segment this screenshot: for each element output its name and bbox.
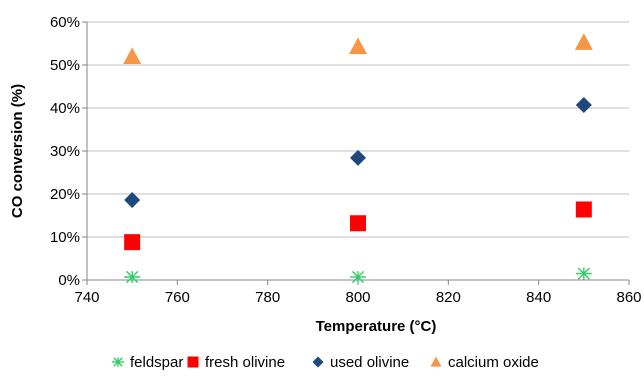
data-point-used-olivine: [350, 149, 366, 166]
data-point-fresh-olivine: [350, 215, 366, 232]
data-point-used-olivine: [124, 192, 141, 209]
x-tick-label: 860: [616, 289, 641, 306]
x-tick-label: 780: [255, 289, 280, 306]
data-point-feldspar: [575, 267, 592, 280]
data-point-fresh-olivine: [575, 201, 592, 218]
y-tick-label: 10%: [50, 229, 80, 246]
y-tick-label: 40%: [50, 100, 80, 117]
data-point-feldspar: [350, 270, 366, 284]
y-axis-title: CO conversion (%): [9, 84, 26, 218]
data-point-feldspar: [124, 270, 141, 284]
legend-label: used olivine: [330, 354, 409, 371]
data-points: [123, 33, 593, 284]
y-tick-labels: 0% 10% 20% 30% 40% 50% 60%: [50, 14, 80, 289]
y-tick-label: 50%: [50, 57, 80, 74]
legend-label: feldspar: [130, 354, 183, 371]
y-tick-label: 60%: [50, 14, 80, 31]
legend: feldspar fresh olivine used olivine calcium…: [112, 354, 539, 371]
legend-label: calcium oxide: [448, 354, 539, 371]
x-tick-label: 760: [165, 289, 190, 306]
square-marker: [187, 356, 199, 368]
legend-label: fresh olivine: [205, 354, 285, 371]
asterisk-marker: [112, 357, 124, 367]
x-tick-label: 740: [74, 289, 99, 306]
legend-item-fresh-olivine: fresh olivine: [187, 354, 285, 371]
y-tick-label: 20%: [50, 186, 80, 203]
x-tick-label: 800: [345, 289, 370, 306]
triangle-marker: [430, 356, 442, 367]
data-point-calcium-oxide: [123, 47, 142, 65]
x-tick-label: 840: [526, 289, 551, 306]
data-point-calcium-oxide: [574, 33, 593, 50]
data-point-used-olivine: [575, 96, 592, 113]
x-tick-labels: 740 760 780 800 820 840 860: [74, 289, 641, 306]
y-tick-label: 30%: [50, 143, 80, 160]
grid-lines: [87, 21, 629, 238]
legend-item-calcium-oxide: calcium oxide: [430, 354, 539, 371]
x-tick-label: 820: [436, 289, 461, 306]
data-point-fresh-olivine: [124, 234, 141, 251]
y-tick-label: 0%: [58, 272, 80, 289]
data-point-calcium-oxide: [349, 37, 367, 55]
x-axis-title: Temperature (°C): [316, 318, 437, 335]
legend-item-feldspar: feldspar: [112, 354, 183, 371]
diamond-marker: [312, 356, 324, 368]
legend-item-used-olivine: used olivine: [312, 354, 409, 371]
